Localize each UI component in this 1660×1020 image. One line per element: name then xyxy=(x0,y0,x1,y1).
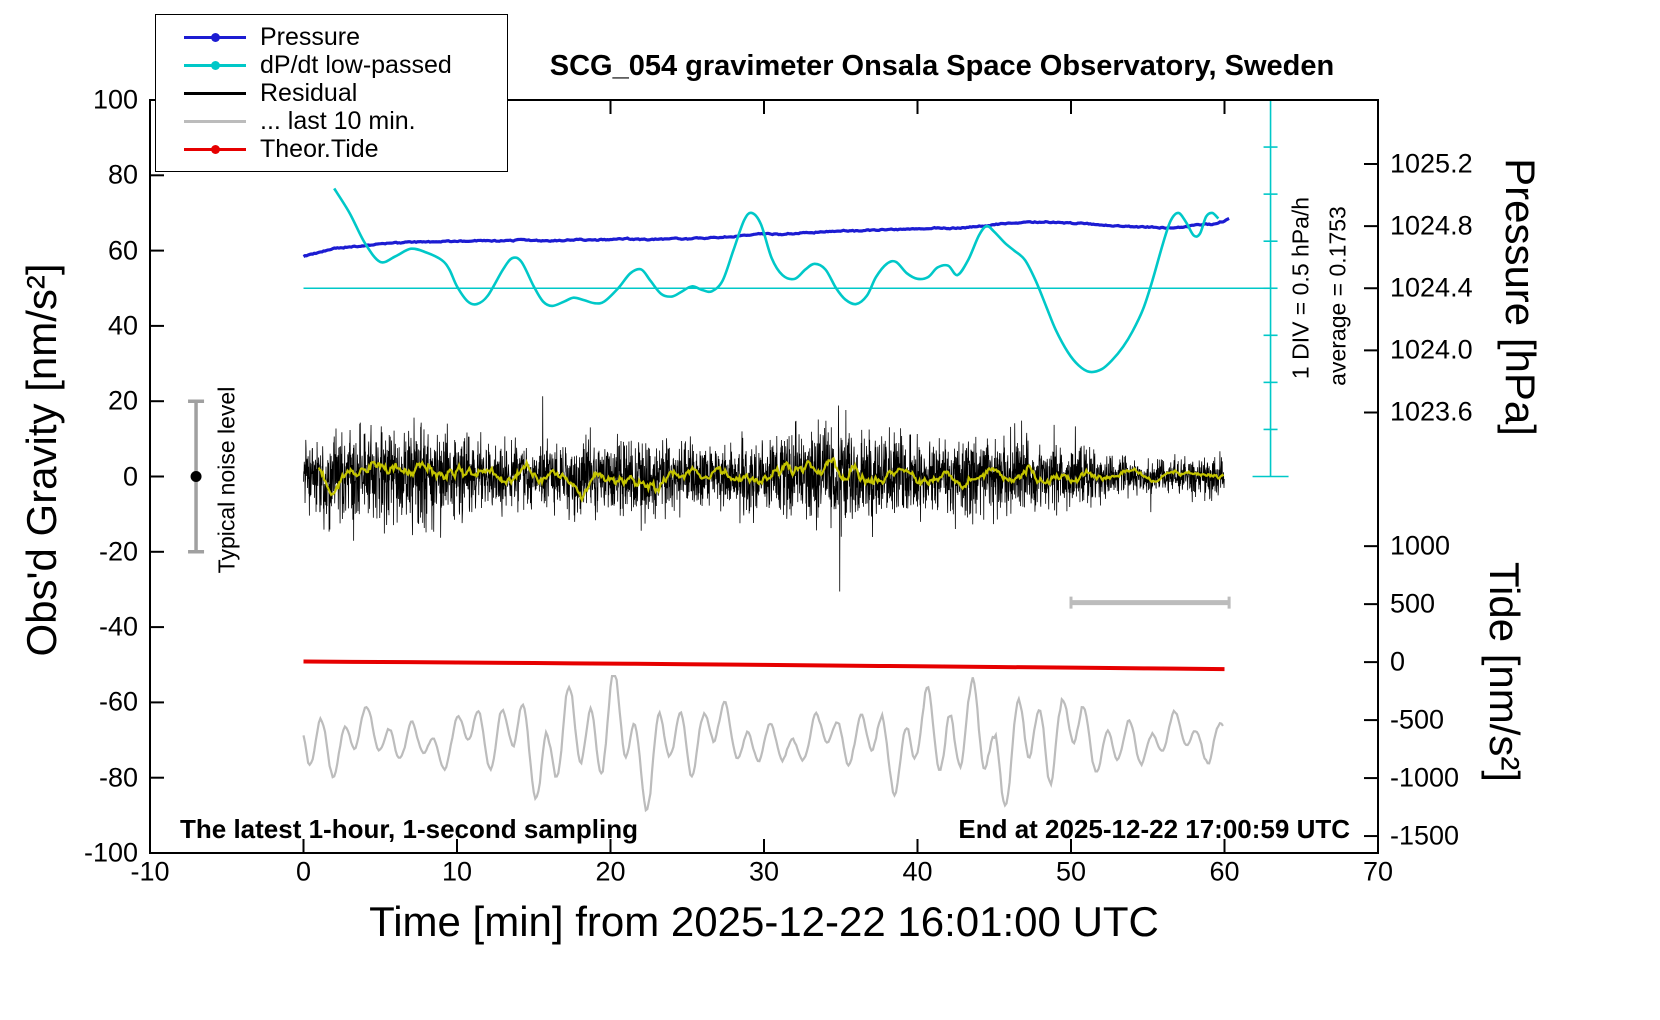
y-axis-label-pressure: Pressure [hPa] xyxy=(1497,158,1544,436)
legend-item-last-10-min: ... last 10 min. xyxy=(184,107,507,135)
gravity-tick-label: 40 xyxy=(107,310,138,341)
gravity-tick-label: 100 xyxy=(92,84,138,115)
legend-item-residual: Residual xyxy=(184,79,507,107)
gravity-tick-label: 80 xyxy=(107,159,138,190)
chart-title: SCG_054 gravimeter Onsala Space Observat… xyxy=(549,50,1335,82)
tide-tick-label: 1000 xyxy=(1390,530,1451,561)
legend-marker-icon xyxy=(184,135,246,163)
theor-tide-series xyxy=(303,659,1225,672)
legend-label: ... last 10 min. xyxy=(260,106,416,135)
pressure-tick-label: 1025.2 xyxy=(1390,148,1473,179)
legend-label: Residual xyxy=(260,78,358,107)
tide-tick-label: -1000 xyxy=(1390,762,1460,793)
gravity-tick-label: -100 xyxy=(83,837,138,868)
legend-label: Theor.Tide xyxy=(260,134,379,163)
pressure-tick-label: 1023.6 xyxy=(1390,396,1473,427)
residual-series xyxy=(303,396,1225,592)
legend: Pressure dP/dt low-passed Residual... last… xyxy=(155,14,508,172)
legend-dot-swatch xyxy=(211,32,220,42)
gravity-tick-label: 60 xyxy=(107,235,138,266)
div-scale-note: 1 DIV = 0.5 hPa/h xyxy=(1287,196,1314,380)
legend-label: Pressure xyxy=(260,22,361,51)
y-axis-label-tide: Tide [nm/s²] xyxy=(1481,561,1528,783)
x-tick-label: 20 xyxy=(595,856,626,887)
legend-item-dp-dt-low-passed: dP/dt low-passed xyxy=(184,51,507,79)
tide-tick-label: 500 xyxy=(1390,588,1436,619)
x-tick-label: 40 xyxy=(902,856,933,887)
last-10-min-series xyxy=(302,674,1224,813)
gravity-tick-label: -60 xyxy=(98,686,138,717)
legend-dot-swatch xyxy=(211,144,220,154)
x-tick-label: 60 xyxy=(1209,856,1240,887)
noise-level-label: Typical noise level xyxy=(213,386,240,574)
dpdt-lowpassed-series xyxy=(333,187,1220,374)
x-tick-label: -10 xyxy=(130,856,170,887)
legend-marker-icon xyxy=(184,23,246,51)
legend-item-pressure: Pressure xyxy=(184,23,507,51)
x-tick-label: 0 xyxy=(295,856,312,887)
gravity-tick-label: 0 xyxy=(122,461,138,491)
end-time-note: End at 2025-12-22 17:00:59 UTC xyxy=(958,814,1350,844)
tide-tick-label: -500 xyxy=(1390,704,1445,735)
gravity-tick-label: -20 xyxy=(98,536,138,567)
gravity-tick-label: -80 xyxy=(98,762,138,793)
pressure-tick-label: 1024.0 xyxy=(1390,334,1473,365)
pressure-series xyxy=(302,217,1230,258)
sampling-note: The latest 1-hour, 1-second sampling xyxy=(180,814,638,844)
legend-marker-icon xyxy=(184,79,246,107)
pressure-tick-label: 1024.8 xyxy=(1390,210,1473,241)
x-tick-label: 10 xyxy=(441,856,473,887)
legend-line-swatch xyxy=(184,119,246,123)
legend-marker-icon xyxy=(184,107,246,135)
legend-line-swatch xyxy=(184,91,246,95)
x-tick-label: 30 xyxy=(748,856,780,887)
legend-label: dP/dt low-passed xyxy=(260,50,452,79)
legend-dot-swatch xyxy=(211,60,220,70)
legend-item-theor-tide: Theor.Tide xyxy=(184,135,507,163)
gravity-tick-label: 20 xyxy=(107,385,138,416)
tide-tick-label: 0 xyxy=(1390,646,1406,677)
tide-tick-label: -1500 xyxy=(1390,820,1460,851)
x-axis-label: Time [min] from 2025-12-22 16:01:00 UTC xyxy=(369,898,1159,945)
noise-level-dot xyxy=(190,471,202,482)
pressure-tick-label: 1024.4 xyxy=(1390,272,1473,303)
legend-marker-icon xyxy=(184,51,246,79)
residual-lowpass-series xyxy=(317,456,1225,503)
average-note: average = 0.1753 xyxy=(1324,206,1351,386)
x-tick-label: 50 xyxy=(1055,856,1087,887)
x-tick-label: 70 xyxy=(1362,856,1394,887)
gravity-tick-label: -40 xyxy=(98,611,138,642)
